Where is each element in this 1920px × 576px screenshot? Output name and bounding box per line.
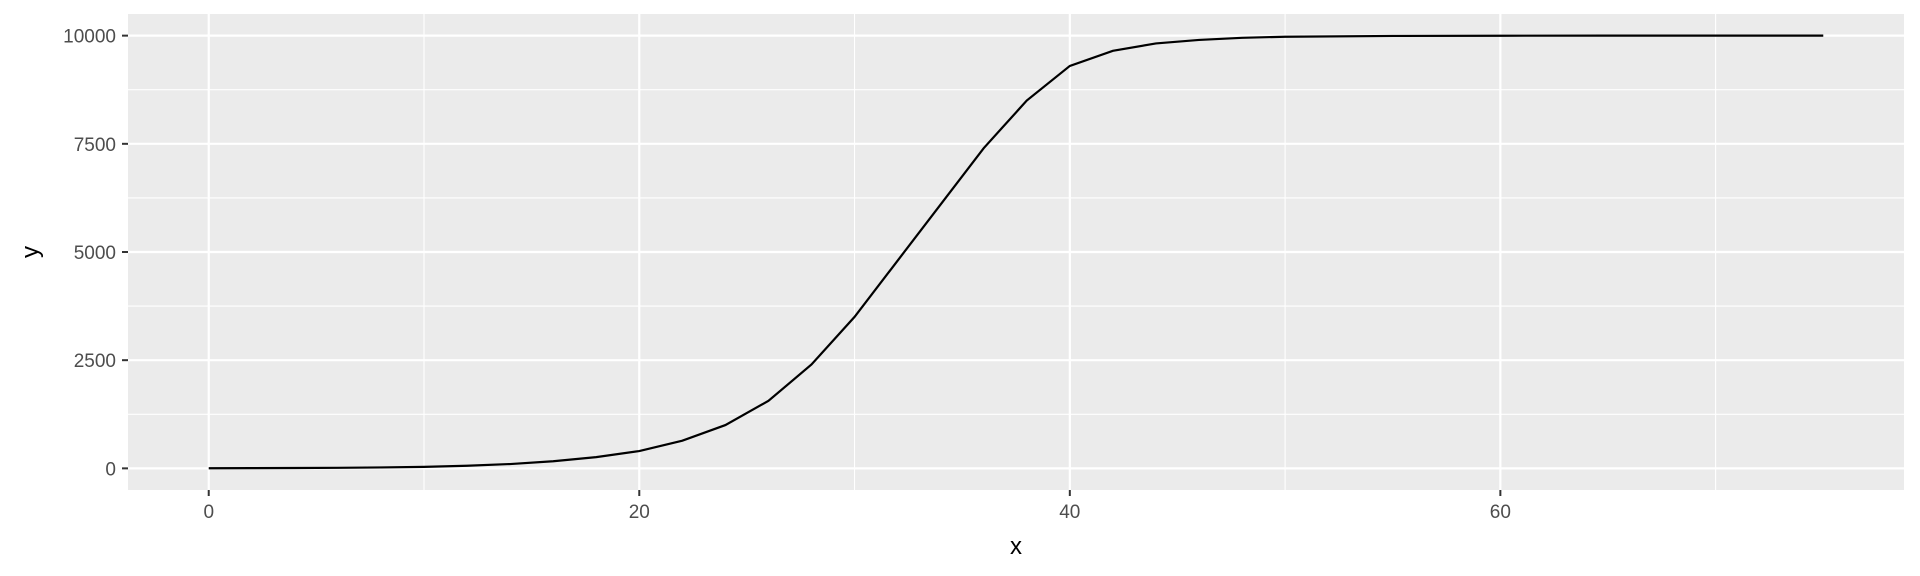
minor-gridlines	[128, 14, 1904, 490]
y-tick-label: 7500	[74, 135, 116, 156]
series-line	[208, 34, 1824, 470]
y-axis-title: y	[17, 246, 44, 258]
x-tick-label: 60	[1490, 502, 1511, 523]
x-tick-label: 20	[629, 502, 650, 523]
y-axis: 0 2500 5000 7500 10000	[63, 27, 128, 480]
y-tick-label: 2500	[74, 351, 116, 372]
x-tick-label: 40	[1059, 502, 1080, 523]
x-tick-label: 0	[203, 502, 214, 523]
x-axis-title: x	[1010, 533, 1022, 560]
y-tick-label: 10000	[63, 27, 116, 48]
x-axis: 0 20 40 60	[203, 490, 1511, 523]
y-tick-label: 0	[105, 459, 116, 480]
y-tick-label: 5000	[74, 243, 116, 264]
